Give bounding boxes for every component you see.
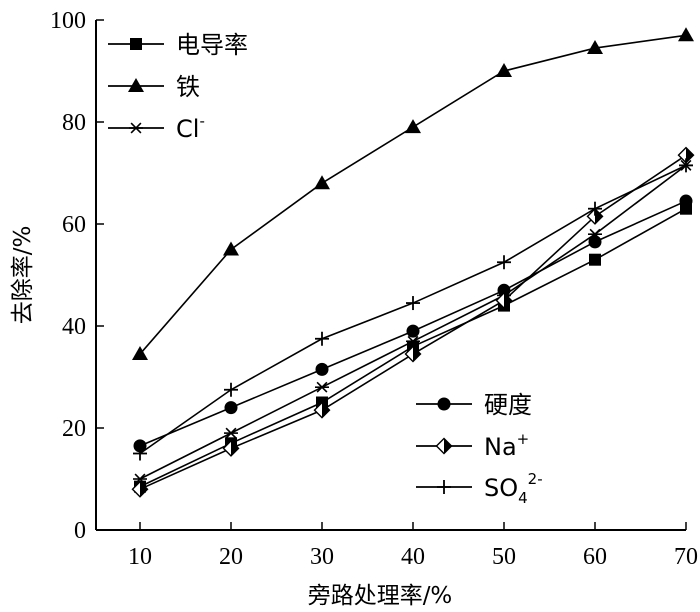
series-line — [139, 200, 687, 447]
x-axis-title: 旁路处理率/% — [308, 583, 453, 609]
series-line — [139, 154, 687, 490]
series-2 — [133, 159, 693, 485]
data-point — [406, 335, 420, 347]
x-tick-label: 70 — [674, 544, 698, 570]
y-tick-label: 20 — [62, 416, 86, 442]
data-point — [677, 146, 695, 164]
data-point — [589, 253, 601, 266]
data-point — [133, 439, 147, 453]
data-point — [133, 446, 147, 461]
legend-label: Na+ — [484, 430, 529, 461]
legend-item: Cl- — [108, 112, 205, 143]
data-point — [224, 401, 238, 415]
legend-item: SO42- — [416, 470, 543, 507]
legend-item: 硬度 — [416, 391, 532, 419]
legend-label: 硬度 — [484, 391, 532, 419]
y-tick-label: 0 — [74, 518, 86, 544]
data-point — [223, 241, 239, 256]
legend-label: 铁 — [176, 73, 200, 101]
legend-marker — [128, 78, 144, 92]
tick-labels: 10 20 30 40 50 60 70 0 20 40 60 80 100 — [50, 8, 698, 570]
legend-marker — [435, 437, 453, 455]
x-tick-label: 60 — [583, 544, 607, 570]
x-tick-label: 20 — [219, 544, 243, 570]
data-point — [497, 255, 511, 270]
legend-marker — [437, 397, 451, 411]
data-point — [405, 119, 421, 134]
data-point — [315, 381, 329, 393]
series-1 — [132, 27, 694, 361]
legend-label: SO42- — [484, 470, 543, 507]
legend-label: Cl- — [176, 112, 205, 143]
data-point — [132, 346, 148, 361]
data-point — [588, 201, 602, 216]
data-point — [496, 63, 512, 77]
x-tick-label: 50 — [492, 544, 516, 570]
y-axis-title: 去除率/% — [10, 226, 36, 325]
data-point — [406, 324, 420, 338]
x-tick-label: 40 — [401, 544, 425, 570]
data-point — [679, 158, 693, 173]
data-point — [314, 175, 330, 190]
data-point — [224, 382, 238, 397]
series-line — [139, 164, 687, 480]
x-tick-label: 30 — [310, 544, 334, 570]
series-3 — [133, 194, 693, 453]
legend-marker — [437, 480, 451, 494]
data-point — [222, 439, 240, 457]
y-tick-label: 100 — [50, 8, 86, 34]
legend-item: 铁 — [108, 73, 200, 101]
y-tick-label: 80 — [62, 110, 86, 136]
y-tick-label: 40 — [62, 314, 86, 340]
data-point — [224, 427, 238, 439]
series-4 — [131, 146, 695, 498]
series-group — [131, 27, 695, 498]
data-point — [133, 473, 147, 485]
data-point — [586, 207, 604, 225]
data-point — [315, 331, 329, 346]
legend-label: 电导率 — [176, 31, 248, 59]
data-point — [497, 283, 511, 297]
data-point — [495, 292, 513, 309]
data-point — [679, 194, 693, 208]
legend-marker — [129, 122, 143, 134]
legend-marker — [130, 38, 142, 50]
data-point — [588, 235, 602, 249]
y-tick-label: 60 — [62, 212, 86, 238]
data-point — [678, 27, 694, 42]
data-point — [404, 345, 422, 363]
data-point — [315, 362, 329, 376]
x-tick-label: 10 — [128, 544, 152, 570]
axes — [95, 20, 686, 531]
data-point — [406, 296, 420, 311]
data-point — [313, 401, 331, 419]
data-point — [587, 40, 603, 55]
legend-item: Na+ — [416, 430, 529, 461]
series-5 — [133, 158, 693, 461]
ticks — [96, 19, 687, 531]
data-point — [131, 480, 149, 498]
legend-item: 电导率 — [108, 31, 248, 59]
